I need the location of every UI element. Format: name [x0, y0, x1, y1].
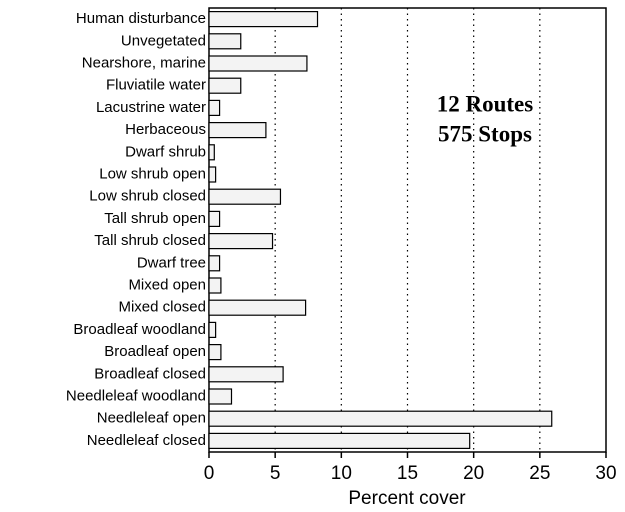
- bar: [208, 321, 217, 338]
- bar: [208, 366, 284, 383]
- bar: [208, 432, 471, 449]
- y-tick-label: Tall shrub closed: [94, 232, 206, 249]
- x-tick-label: 30: [595, 463, 616, 484]
- x-tick-label: 0: [204, 463, 215, 484]
- y-tick-label: Needleleaf woodland: [66, 387, 206, 404]
- bar: [208, 77, 242, 94]
- y-tick-label: Lacustrine water: [96, 99, 206, 116]
- y-tick-label: Low shrub closed: [89, 188, 206, 205]
- bar: [208, 11, 319, 28]
- bar: [208, 55, 308, 72]
- bar: [208, 121, 267, 139]
- bar: [208, 388, 233, 405]
- x-tick-label: 20: [463, 463, 484, 484]
- bar: [208, 277, 222, 294]
- x-tick-label: 10: [331, 463, 352, 484]
- y-tick-label: Mixed open: [128, 276, 206, 293]
- annotation: 12 Routes: [437, 91, 534, 116]
- bar: [208, 255, 221, 272]
- y-tick-label: Dwarf shrub: [125, 143, 206, 160]
- y-tick-label: Needleleaf closed: [87, 432, 206, 449]
- annotation: 575 Stops: [438, 121, 532, 146]
- y-tick-label: Tall shrub open: [104, 210, 206, 227]
- y-tick-label: Mixed closed: [118, 299, 206, 316]
- bar: [208, 410, 553, 427]
- bar: [208, 166, 217, 183]
- plot-frame: [208, 7, 607, 453]
- y-tick-label: Herbaceous: [125, 121, 206, 138]
- bar: [208, 299, 307, 316]
- bar: [208, 33, 242, 50]
- x-tick-label: 25: [529, 463, 550, 484]
- bar: [208, 188, 282, 205]
- bar: [208, 233, 274, 250]
- y-tick-label: Broadleaf closed: [94, 365, 206, 382]
- bar: [208, 144, 215, 161]
- y-tick-label: Broadleaf open: [104, 343, 206, 360]
- y-tick-label: Broadleaf woodland: [73, 321, 206, 338]
- y-tick-label: Human disturbance: [76, 10, 206, 27]
- y-tick-label: Fluviatile water: [106, 77, 206, 94]
- bar: [208, 344, 222, 361]
- x-tick-label: 5: [270, 463, 281, 484]
- y-tick-label: Nearshore, marine: [82, 54, 206, 71]
- y-tick-label: Needleleaf open: [97, 410, 206, 427]
- y-tick-label: Unvegetated: [121, 32, 206, 49]
- bar: [208, 99, 221, 117]
- x-tick-label: 15: [397, 463, 418, 484]
- y-tick-label: Dwarf tree: [137, 254, 206, 271]
- bar: [208, 210, 221, 227]
- y-tick-label: Low shrub open: [99, 165, 206, 182]
- x-axis-label: Percent cover: [348, 488, 466, 509]
